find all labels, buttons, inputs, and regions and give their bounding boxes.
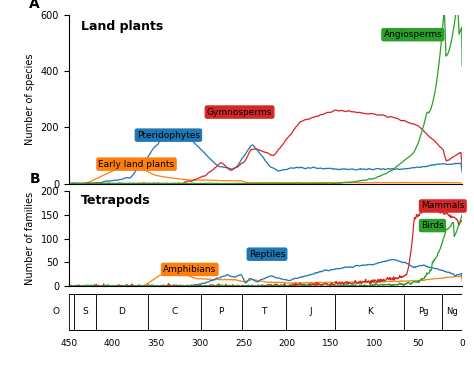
Y-axis label: Number of families: Number of families xyxy=(25,192,35,285)
Text: 450: 450 xyxy=(60,339,77,348)
Text: 100: 100 xyxy=(366,339,383,348)
Text: P: P xyxy=(219,308,224,316)
Text: Reptiles: Reptiles xyxy=(249,250,285,259)
Text: 50: 50 xyxy=(413,339,424,348)
Text: 200: 200 xyxy=(279,339,296,348)
Bar xyxy=(404,294,442,330)
Text: 150: 150 xyxy=(322,339,340,348)
Text: Gymnosperms: Gymnosperms xyxy=(207,108,272,117)
Text: Birds: Birds xyxy=(421,221,444,230)
Text: O: O xyxy=(53,308,60,316)
Bar xyxy=(242,294,286,330)
Bar xyxy=(336,294,404,330)
Text: 350: 350 xyxy=(147,339,165,348)
Text: Mammals: Mammals xyxy=(421,201,465,211)
Bar xyxy=(69,294,462,330)
Bar xyxy=(96,294,148,330)
Text: Pg: Pg xyxy=(418,308,428,316)
Y-axis label: Number of species: Number of species xyxy=(25,53,35,145)
Text: A: A xyxy=(29,0,40,11)
Text: Land plants: Land plants xyxy=(81,20,163,33)
Text: S: S xyxy=(82,308,88,316)
Bar xyxy=(74,294,96,330)
Text: Amphibians: Amphibians xyxy=(163,265,217,274)
Bar xyxy=(286,294,336,330)
Text: T: T xyxy=(262,308,267,316)
Text: Ng: Ng xyxy=(446,308,458,316)
Bar xyxy=(442,294,462,330)
Text: 300: 300 xyxy=(191,339,209,348)
Text: Tetrapods: Tetrapods xyxy=(81,194,150,207)
Text: Early land plants: Early land plants xyxy=(99,160,174,168)
Text: J: J xyxy=(310,308,312,316)
Text: B: B xyxy=(29,172,40,186)
Text: 250: 250 xyxy=(235,339,252,348)
Text: K: K xyxy=(367,308,373,316)
Bar xyxy=(201,294,242,330)
Text: D: D xyxy=(118,308,126,316)
Bar xyxy=(148,294,201,330)
Text: C: C xyxy=(172,308,178,316)
Text: 0: 0 xyxy=(459,339,465,348)
Text: Pteridophytes: Pteridophytes xyxy=(137,131,200,139)
Text: 400: 400 xyxy=(104,339,121,348)
Text: Angiosperms: Angiosperms xyxy=(383,30,442,39)
Bar xyxy=(38,294,74,330)
